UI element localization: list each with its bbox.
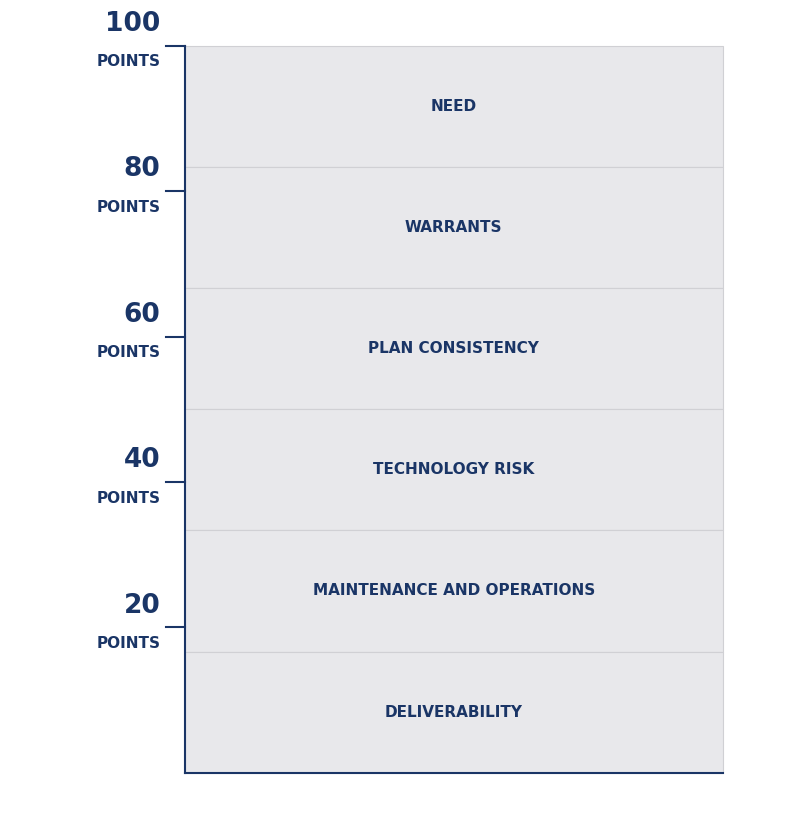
Text: POINTS: POINTS — [96, 54, 160, 69]
Text: 60: 60 — [124, 302, 160, 328]
Text: POINTS: POINTS — [96, 636, 160, 651]
Bar — [185, 288, 722, 409]
Text: TECHNOLOGY RISK: TECHNOLOGY RISK — [373, 462, 534, 477]
Text: POINTS: POINTS — [96, 345, 160, 360]
Text: 80: 80 — [124, 157, 160, 182]
Bar — [185, 46, 722, 167]
Text: PLAN CONSISTENCY: PLAN CONSISTENCY — [368, 342, 539, 357]
Text: 100: 100 — [105, 11, 160, 37]
Text: 20: 20 — [124, 592, 160, 619]
Text: DELIVERABILITY: DELIVERABILITY — [385, 705, 522, 720]
Text: POINTS: POINTS — [96, 200, 160, 215]
Bar — [185, 531, 722, 651]
Bar — [185, 651, 722, 773]
Text: WARRANTS: WARRANTS — [405, 220, 502, 235]
Text: POINTS: POINTS — [96, 491, 160, 506]
Bar — [185, 409, 722, 531]
Bar — [185, 167, 722, 288]
Text: MAINTENANCE AND OPERATIONS: MAINTENANCE AND OPERATIONS — [313, 583, 595, 598]
Text: NEED: NEED — [430, 99, 477, 114]
Text: 40: 40 — [124, 447, 160, 473]
